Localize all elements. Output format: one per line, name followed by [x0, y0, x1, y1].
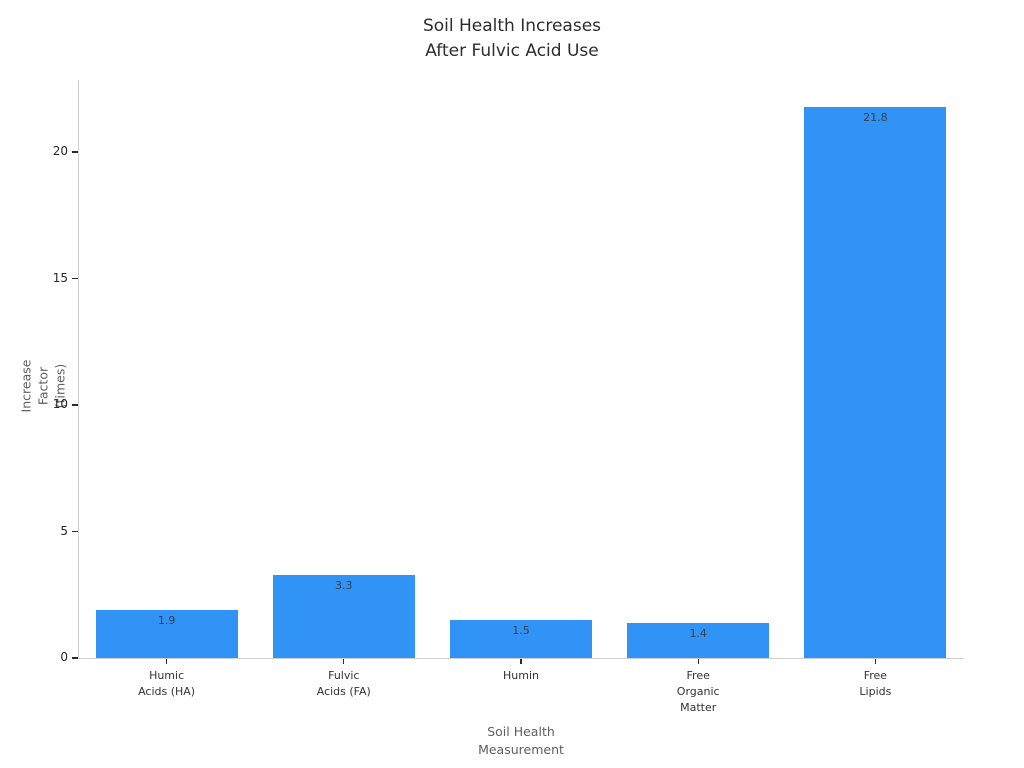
x-axis-title: Soil Health Measurement: [478, 724, 564, 757]
chart-title: Soil Health Increases After Fulvic Acid …: [422, 16, 602, 61]
bar: [95, 609, 238, 658]
bar: [272, 574, 415, 658]
y-tick-mark: [72, 151, 78, 153]
bar: [804, 106, 947, 658]
bar-value-label: 1.4: [689, 626, 707, 640]
x-tick-label: Fulvic Acids (FA): [316, 669, 371, 698]
bar-value-label: 1.9: [157, 613, 176, 627]
y-tick-label: 15: [52, 270, 68, 285]
bar-value-label: 1.5: [512, 624, 530, 638]
bar-value-label: 21.8: [863, 110, 888, 124]
y-tick-label: 10: [52, 397, 68, 412]
y-tick-mark: [72, 530, 78, 533]
bar: [450, 620, 592, 658]
x-tick-label: Free Lipids: [859, 669, 892, 698]
x-tick-mark: [697, 659, 699, 664]
bar: [627, 622, 770, 658]
y-axis-line: [78, 80, 79, 658]
y-tick-mark: [72, 404, 78, 406]
y-tick-label: 5: [60, 523, 68, 538]
x-axis-line: [78, 658, 964, 659]
y-tick-label: 0: [60, 650, 68, 664]
x-tick-mark: [874, 659, 877, 664]
x-tick-mark: [165, 659, 168, 664]
x-tick-mark: [343, 659, 345, 664]
plot-area: 0 5 10 15 20 1.9 Humic Acids (HA) 3.3 Fulvic Aci…: [53, 80, 964, 714]
x-tick-label: Free Organic Matter: [676, 669, 720, 714]
x-tick-mark: [520, 659, 522, 664]
y-tick-mark: [72, 657, 78, 659]
y-tick-label: 20: [52, 144, 68, 159]
x-tick-label: Humin: [503, 669, 539, 682]
x-tick-label: Humic Acids (HA): [138, 669, 196, 698]
y-tick-mark: [72, 277, 78, 280]
bar-value-label: 3.3: [335, 578, 353, 592]
